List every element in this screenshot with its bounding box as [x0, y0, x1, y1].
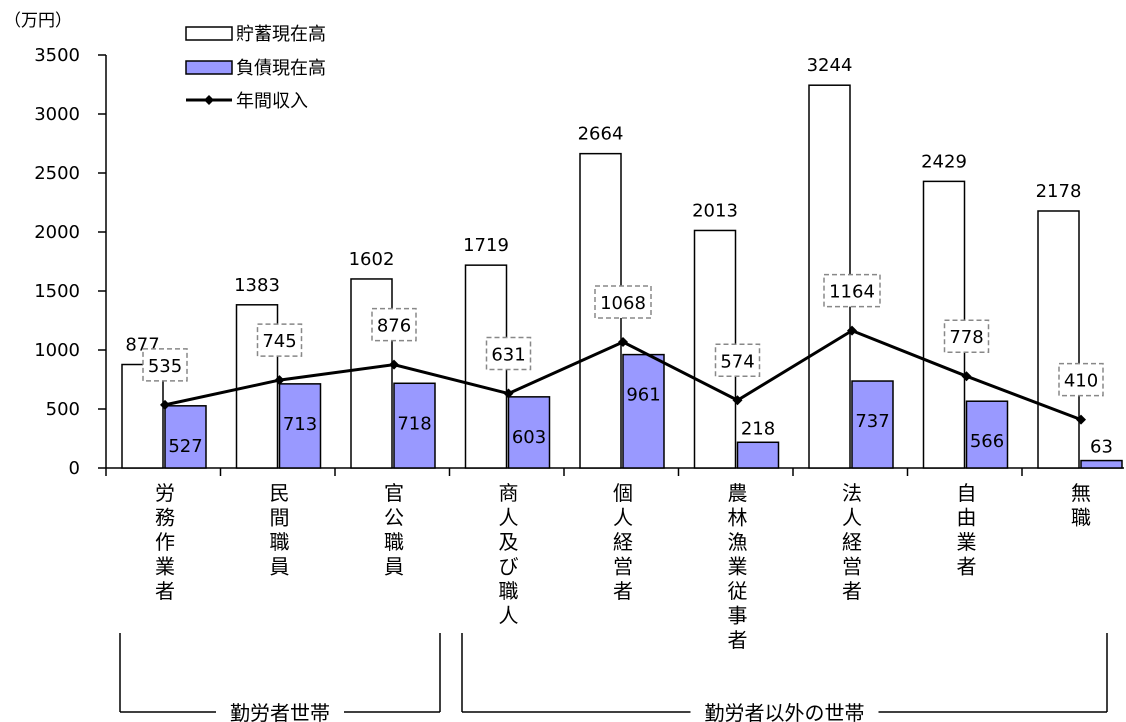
y-tick-label: 3500	[34, 45, 80, 66]
y-tick-label: 500	[46, 399, 80, 420]
income-value-label: 778	[949, 327, 983, 348]
income-label-box	[594, 285, 652, 319]
debt-bar	[736, 441, 780, 469]
income-marker	[1076, 414, 1086, 425]
category-label: 農林漁業従事者	[728, 481, 748, 652]
category-label: 労務作業者	[155, 481, 175, 603]
debt-value-label: 713	[283, 414, 317, 435]
income-marker	[732, 395, 743, 406]
income-label-box	[1058, 362, 1104, 397]
income-marker	[160, 399, 170, 410]
debt-bar	[622, 353, 665, 469]
debt-bar	[1080, 459, 1123, 469]
income-marker	[961, 371, 972, 382]
savings-bar	[350, 278, 393, 469]
savings-value-label: 2429	[921, 151, 967, 172]
legend-swatch-savings	[185, 26, 233, 41]
income-label-box	[714, 343, 761, 378]
category-labels: 労務作業者 民間職員 官公職員 商人及び職人 個人経営者 農林漁業従事者 法人経営者 自由業者…	[155, 481, 1091, 652]
income-label-box	[371, 307, 417, 342]
income-label-box	[256, 323, 303, 357]
savings-value-label: 2178	[1036, 181, 1082, 202]
savings-value-label: 2664	[578, 124, 624, 145]
savings-value-label: 3244	[807, 55, 853, 76]
income-marker	[389, 359, 399, 370]
debt-value-label: 737	[855, 411, 889, 432]
income-label-box	[485, 336, 532, 371]
income-label-box	[142, 348, 188, 382]
savings-value-label: 1602	[349, 249, 395, 270]
y-tick-label: 1500	[34, 281, 80, 302]
debt-value-label: 961	[626, 385, 660, 406]
income-marker	[847, 325, 857, 336]
income-marker	[503, 388, 514, 399]
y-tick-label: 1000	[34, 340, 80, 361]
income-value-label: 535	[148, 356, 182, 377]
category-label: 民間職員	[270, 481, 290, 579]
y-tick-label: 2000	[34, 222, 80, 243]
savings-value-label: 1383	[234, 275, 280, 296]
debt-bar	[278, 383, 322, 469]
income-marker	[618, 336, 628, 347]
category-label: 官公職員	[384, 481, 404, 579]
category-label: 商人及び職人	[499, 481, 519, 628]
debt-value-label: 527	[168, 436, 202, 457]
y-tick-label: 0	[69, 458, 80, 479]
debt-value-label: 218	[741, 418, 775, 439]
debt-bar	[507, 396, 551, 469]
y-tick-label: 3000	[34, 104, 80, 125]
y-tick-label: 2500	[34, 163, 80, 184]
legend-swatch-debt	[185, 60, 233, 75]
group-label: 勤労者以外の世帯	[705, 701, 865, 722]
legend-label-income: 年間収入	[236, 91, 308, 112]
group-brackets: 勤労者世帯 勤労者以外の世帯	[119, 633, 1108, 722]
income-value-label: 631	[491, 345, 525, 366]
income-value-label: 1164	[829, 282, 875, 303]
debt-value-label: 63	[1090, 437, 1113, 458]
income-label-box	[823, 273, 881, 308]
debt-value-label: 566	[970, 431, 1004, 452]
income-value-label: 745	[262, 331, 296, 352]
debt-value-label: 603	[512, 427, 546, 448]
income-value-label: 876	[377, 316, 411, 337]
debt-bar	[851, 380, 894, 469]
unit-label: （万円）	[4, 11, 72, 31]
debt-bar	[164, 405, 207, 469]
income-value-label: 574	[720, 351, 754, 372]
legend-marker-income	[204, 95, 214, 105]
savings-value-label: 1719	[463, 235, 509, 256]
income-value-label: 410	[1064, 371, 1098, 392]
legend-label-debt: 負債現在高	[236, 58, 326, 79]
debt-bar	[393, 382, 436, 469]
group-label: 勤労者世帯	[230, 701, 330, 722]
income-value-label: 1068	[600, 293, 646, 314]
category-label: 個人経営者	[613, 481, 633, 603]
debt-bar	[965, 400, 1009, 469]
category-label: 無職	[1071, 481, 1091, 530]
income-marker	[274, 375, 285, 386]
data-labels: 8775271383713160271817196032664961201321…	[125, 55, 1113, 457]
category-label: 自由業者	[957, 481, 977, 579]
income-label-box	[943, 319, 990, 353]
legend-label-savings: 貯蓄現在高	[236, 24, 326, 45]
savings-value-label: 2013	[692, 200, 738, 221]
category-label: 法人経営者	[842, 481, 862, 603]
savings-bar	[1037, 210, 1080, 469]
debt-value-label: 718	[397, 413, 431, 434]
income-line	[160, 325, 1086, 425]
